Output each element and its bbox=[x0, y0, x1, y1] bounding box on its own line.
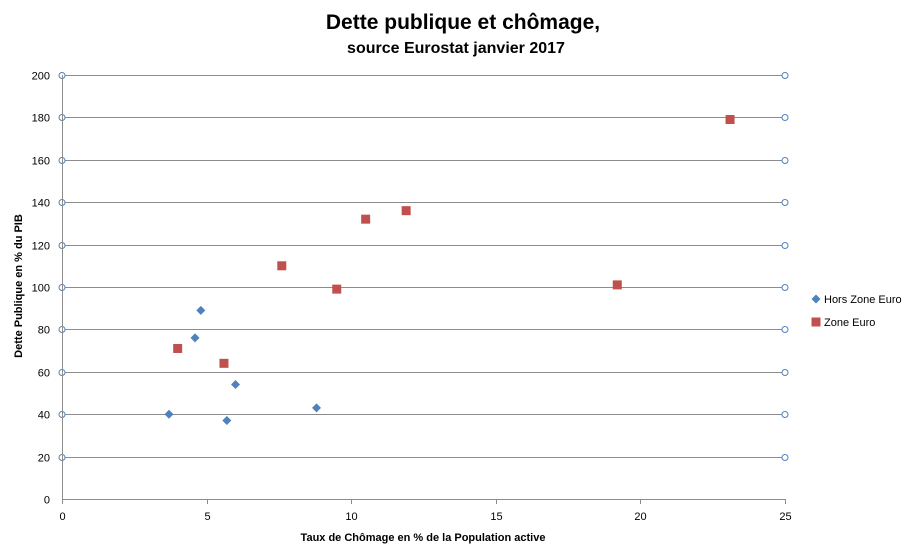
point-hors-zone-euro-2 bbox=[190, 333, 200, 343]
y-tick-label-140: 140 bbox=[32, 198, 50, 210]
point-zone-euro-7 bbox=[612, 280, 622, 290]
chart-title: Dette publique et chômage, bbox=[326, 11, 600, 34]
x-tick-label-20: 20 bbox=[634, 511, 646, 523]
point-zone-euro-2 bbox=[219, 358, 229, 368]
point-zone-euro-6 bbox=[401, 206, 411, 216]
x-tick-labels: 0 5 10 15 20 25 bbox=[59, 511, 791, 523]
point-zone-euro-3 bbox=[277, 261, 287, 271]
point-zone-euro-4 bbox=[332, 284, 342, 294]
gridline-marker-right-20 bbox=[781, 454, 789, 461]
point-zone-euro-8 bbox=[725, 115, 735, 125]
gridline-marker-right-140 bbox=[781, 199, 789, 206]
x-tick-label-25: 25 bbox=[779, 511, 791, 523]
x-axis-label: Taux de Chômage en % de la Population ac… bbox=[301, 532, 546, 544]
x-tick-label-5: 5 bbox=[204, 511, 210, 523]
y-tick-label-160: 160 bbox=[32, 156, 50, 168]
gridline-marker-right-40 bbox=[781, 411, 789, 418]
y-tick-labels: 0 20 40 60 80 100 120 140 160 180 200 bbox=[32, 71, 50, 507]
y-tick-label-180: 180 bbox=[32, 113, 50, 125]
legend-label-hors-zone-euro: Hors Zone Euro bbox=[824, 294, 902, 306]
y-tick-label-100: 100 bbox=[32, 283, 50, 295]
point-hors-zone-euro-3 bbox=[196, 305, 206, 315]
gridline-marker-right-160 bbox=[781, 157, 789, 164]
point-hors-zone-euro-5 bbox=[231, 380, 241, 390]
gridline-marker-right-200 bbox=[781, 72, 789, 79]
point-zone-euro-5 bbox=[361, 214, 371, 224]
y-axis-label: Dette Publique en % du PIB bbox=[13, 214, 25, 358]
gridline-marker-right-100 bbox=[781, 284, 789, 291]
y-tick-label-20: 20 bbox=[38, 453, 50, 465]
x-tick-label-10: 10 bbox=[345, 511, 357, 523]
x-tick-label-0: 0 bbox=[59, 511, 65, 523]
legend-marker-zone-euro bbox=[811, 317, 821, 327]
y-tick-label-40: 40 bbox=[38, 410, 50, 422]
y-tick-label-80: 80 bbox=[38, 325, 50, 337]
legend: Hors Zone Euro Zone Euro bbox=[811, 294, 902, 329]
gridline-marker-right-180 bbox=[781, 114, 789, 121]
y-tick-label-0: 0 bbox=[44, 495, 50, 507]
y-tick-label-200: 200 bbox=[32, 71, 50, 83]
gridline-marker-right-120 bbox=[781, 242, 789, 249]
chart-subtitle: source Eurostat janvier 2017 bbox=[347, 40, 565, 57]
gridline-marker-right-60 bbox=[781, 369, 789, 376]
data-points bbox=[164, 115, 735, 426]
x-tick-label-15: 15 bbox=[490, 511, 502, 523]
axes bbox=[62, 75, 786, 504]
y-tick-label-120: 120 bbox=[32, 241, 50, 253]
y-tick-label-60: 60 bbox=[38, 368, 50, 380]
point-zone-euro-1 bbox=[173, 343, 183, 353]
legend-marker-hors-zone-euro bbox=[811, 294, 821, 304]
point-hors-zone-euro-6 bbox=[311, 403, 321, 413]
gridline-marker-right-80 bbox=[781, 326, 789, 333]
point-hors-zone-euro-1 bbox=[164, 409, 174, 419]
legend-label-zone-euro: Zone Euro bbox=[824, 317, 875, 329]
point-hors-zone-euro-4 bbox=[222, 416, 232, 426]
gridlines bbox=[58, 72, 789, 461]
